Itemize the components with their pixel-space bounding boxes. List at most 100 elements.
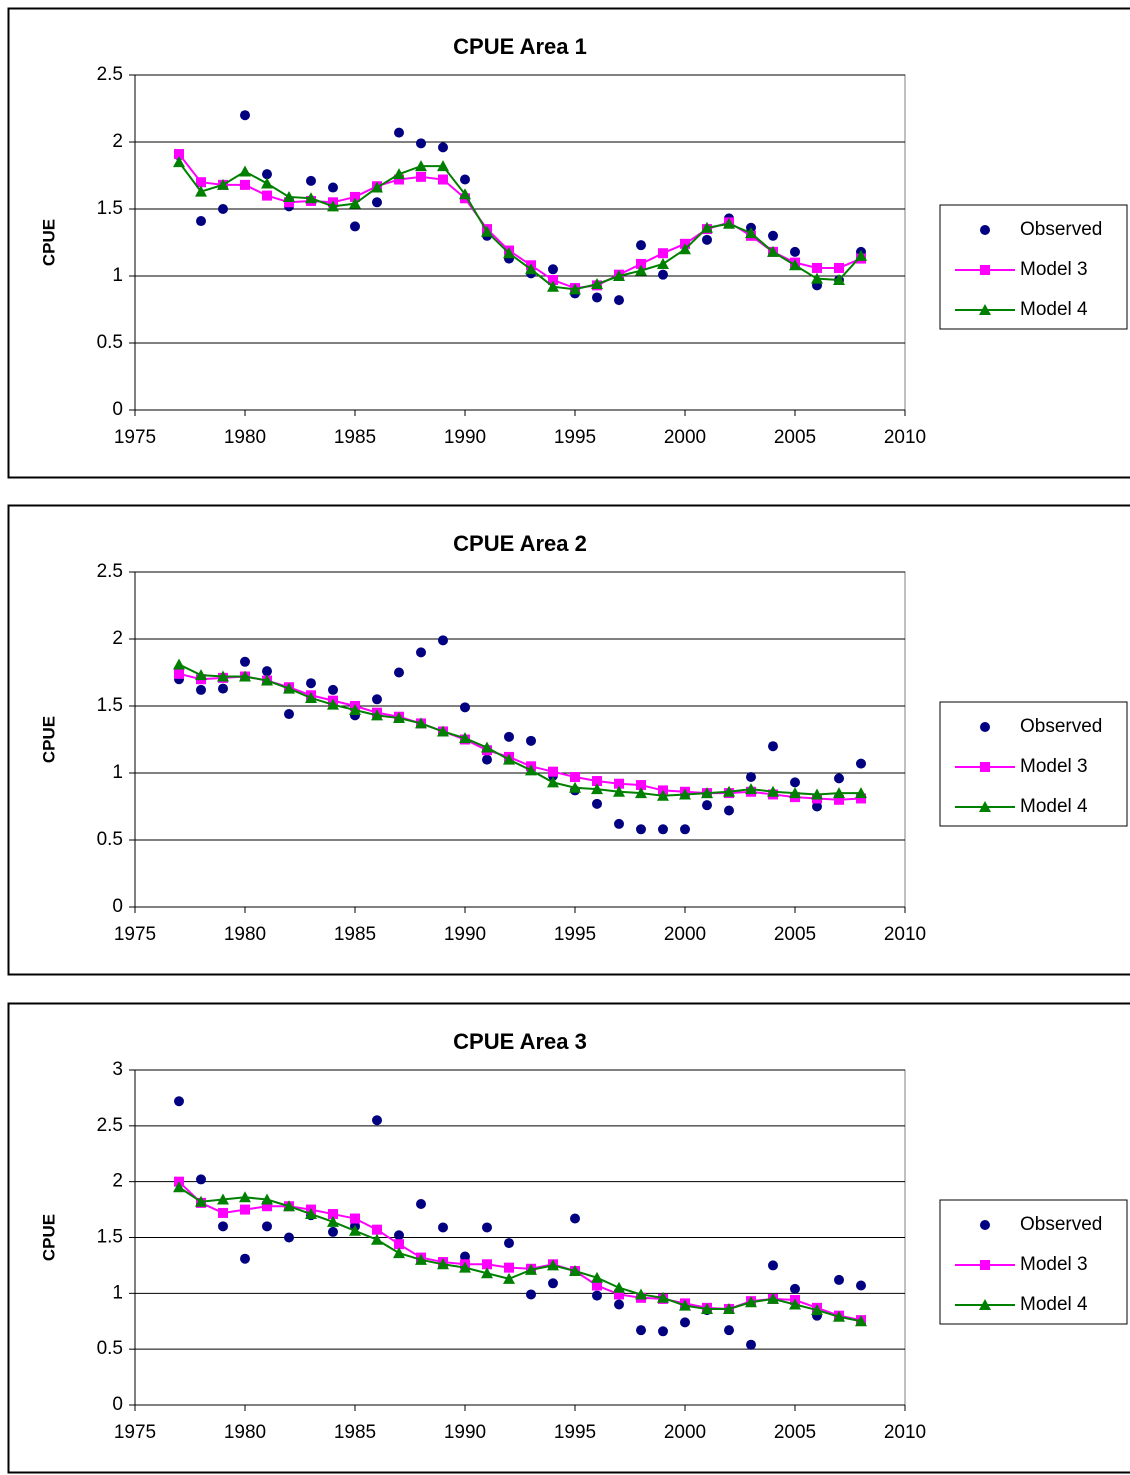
marker bbox=[328, 1209, 338, 1220]
marker bbox=[240, 1253, 250, 1264]
marker bbox=[702, 800, 712, 811]
marker bbox=[834, 794, 844, 805]
chart-title: CPUE Area 2 bbox=[453, 531, 587, 556]
marker bbox=[481, 741, 493, 753]
y-tick-label: 1 bbox=[112, 1282, 123, 1303]
marker bbox=[856, 758, 866, 769]
marker bbox=[481, 225, 493, 237]
marker bbox=[218, 1207, 228, 1218]
marker bbox=[481, 1267, 493, 1279]
marker bbox=[679, 788, 691, 800]
marker bbox=[459, 188, 471, 200]
x-tick-label: 2000 bbox=[664, 427, 706, 448]
marker bbox=[980, 762, 990, 772]
marker bbox=[979, 304, 991, 315]
y-tick-label: 2 bbox=[112, 131, 123, 152]
marker bbox=[416, 138, 426, 149]
marker bbox=[636, 258, 646, 269]
marker bbox=[372, 197, 382, 208]
marker bbox=[789, 259, 801, 271]
series-line bbox=[178, 161, 862, 291]
marker bbox=[658, 1326, 668, 1337]
x-tick-label: 2005 bbox=[774, 427, 816, 448]
legend-label: Model 4 bbox=[1020, 299, 1088, 320]
marker bbox=[635, 264, 647, 276]
x-tick-label: 2000 bbox=[664, 1422, 706, 1443]
marker bbox=[217, 178, 229, 190]
series-line bbox=[178, 672, 862, 801]
marker bbox=[174, 1096, 184, 1107]
marker bbox=[371, 1233, 383, 1245]
marker bbox=[306, 175, 316, 186]
marker bbox=[284, 1232, 294, 1243]
marker bbox=[979, 801, 991, 812]
x-tick-label: 1990 bbox=[444, 427, 486, 448]
marker bbox=[196, 177, 206, 188]
marker bbox=[592, 776, 602, 787]
marker bbox=[416, 1199, 426, 1209]
marker bbox=[855, 1315, 867, 1327]
marker bbox=[525, 263, 537, 275]
y-tick-label: 2 bbox=[112, 1171, 123, 1192]
marker bbox=[174, 149, 184, 160]
y-axis-label: CPUE bbox=[39, 716, 58, 763]
marker bbox=[745, 783, 757, 795]
marker bbox=[261, 1193, 273, 1205]
marker bbox=[196, 684, 206, 695]
marker bbox=[438, 174, 448, 185]
marker bbox=[746, 772, 756, 783]
marker bbox=[657, 257, 669, 269]
marker bbox=[613, 270, 625, 281]
marker bbox=[833, 274, 845, 286]
y-tick-label: 1.5 bbox=[97, 198, 123, 219]
marker bbox=[614, 778, 624, 789]
marker bbox=[349, 197, 361, 209]
marker bbox=[979, 1299, 991, 1310]
marker bbox=[636, 824, 646, 835]
marker bbox=[745, 1296, 757, 1308]
marker bbox=[196, 1174, 206, 1185]
marker bbox=[437, 725, 449, 737]
y-tick-label: 1 bbox=[112, 265, 123, 286]
marker bbox=[393, 168, 405, 180]
marker bbox=[701, 1302, 713, 1314]
marker bbox=[856, 1280, 866, 1291]
marker bbox=[305, 691, 317, 703]
marker bbox=[416, 647, 426, 658]
marker bbox=[195, 669, 207, 681]
marker bbox=[569, 781, 581, 793]
marker bbox=[217, 1193, 229, 1205]
marker bbox=[768, 741, 778, 752]
marker bbox=[724, 805, 734, 816]
x-tick-label: 1985 bbox=[334, 427, 376, 448]
marker bbox=[591, 783, 603, 795]
marker bbox=[394, 667, 404, 678]
legend-label: Observed bbox=[1020, 1214, 1102, 1235]
marker bbox=[680, 1317, 690, 1328]
marker bbox=[482, 754, 492, 765]
y-tick-label: 0.5 bbox=[97, 1338, 123, 1359]
x-tick-label: 1975 bbox=[114, 1422, 156, 1443]
marker bbox=[636, 240, 646, 251]
marker bbox=[305, 192, 317, 204]
marker bbox=[525, 764, 537, 776]
marker bbox=[657, 1291, 669, 1303]
marker bbox=[262, 169, 272, 180]
marker bbox=[658, 269, 668, 280]
marker bbox=[855, 787, 867, 799]
marker bbox=[811, 272, 823, 284]
panel-frame bbox=[7, 1002, 1130, 1474]
marker bbox=[980, 1220, 990, 1230]
marker bbox=[460, 702, 470, 713]
marker bbox=[262, 190, 272, 201]
marker bbox=[658, 824, 668, 835]
marker bbox=[327, 1215, 339, 1227]
marker bbox=[790, 777, 800, 788]
marker bbox=[372, 694, 382, 705]
marker bbox=[173, 156, 185, 168]
marker bbox=[723, 217, 735, 229]
marker bbox=[240, 656, 250, 667]
y-axis-label: CPUE bbox=[39, 219, 58, 266]
marker bbox=[327, 698, 339, 710]
marker bbox=[980, 225, 990, 235]
